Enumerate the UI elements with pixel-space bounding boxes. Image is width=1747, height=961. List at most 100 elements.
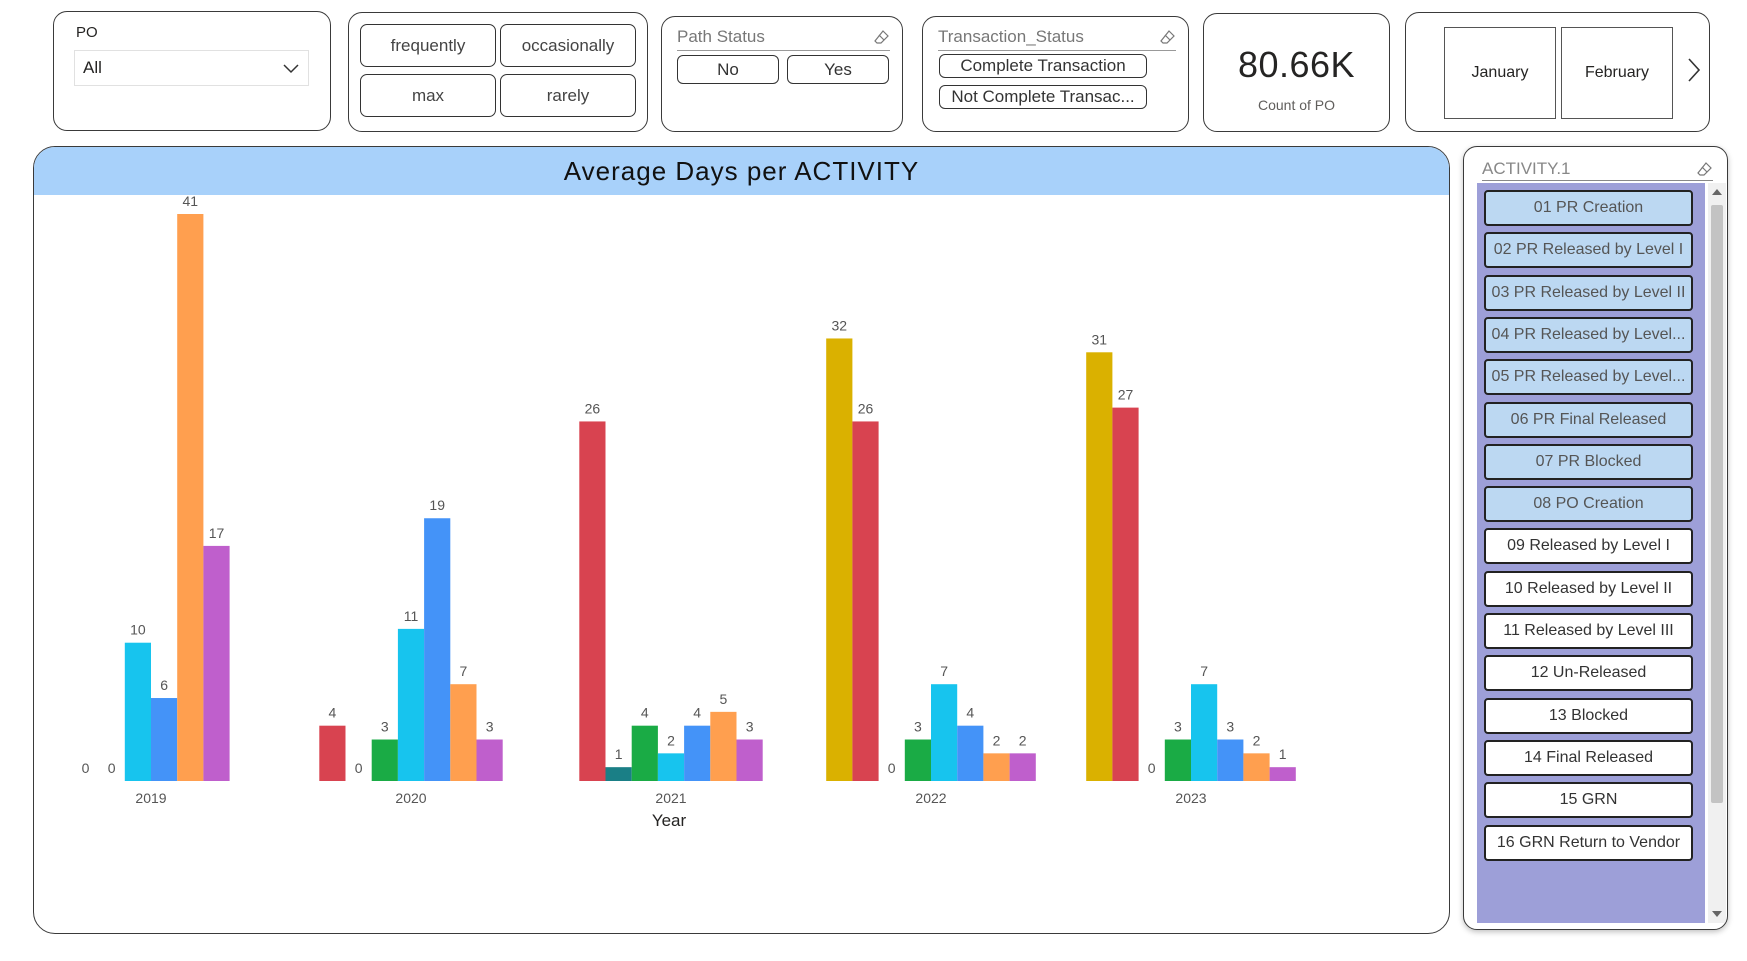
- bar-data-label: 2: [667, 732, 675, 748]
- chart-bar[interactable]: [371, 739, 398, 781]
- activity-item[interactable]: 13 Blocked: [1484, 697, 1693, 734]
- month-button-february[interactable]: February: [1561, 27, 1673, 119]
- bar-data-label: 19: [429, 497, 445, 513]
- chart-bar[interactable]: [957, 725, 984, 781]
- bar-data-label: 41: [183, 193, 199, 209]
- chart-bar[interactable]: [1112, 407, 1139, 781]
- scroll-down-icon[interactable]: [1711, 909, 1723, 919]
- complete-transaction-button[interactable]: Complete Transaction: [939, 54, 1147, 78]
- scroll-up-icon[interactable]: [1711, 187, 1723, 197]
- chart-bar[interactable]: [1269, 767, 1296, 781]
- scrollbar-thumb[interactable]: [1711, 205, 1723, 803]
- chevron-right-icon[interactable]: [1685, 57, 1703, 83]
- x-tick-label: 2021: [655, 790, 686, 806]
- activity-item[interactable]: 01 PR Creation: [1484, 190, 1693, 226]
- eraser-icon[interactable]: [1160, 29, 1176, 45]
- bar-data-label: 32: [832, 317, 848, 333]
- activity-item[interactable]: 07 PR Blocked: [1484, 443, 1693, 480]
- bar-data-label: 7: [460, 663, 468, 679]
- bar-data-label: 1: [615, 746, 623, 762]
- not-complete-transaction-button[interactable]: Not Complete Transac...: [939, 85, 1147, 109]
- path-status-yes-button[interactable]: Yes: [787, 55, 889, 84]
- activity-item[interactable]: 08 PO Creation: [1484, 486, 1693, 523]
- bar-data-label: 0: [108, 760, 116, 776]
- bar-data-label: 5: [720, 691, 728, 707]
- chart-bar[interactable]: [151, 698, 178, 781]
- x-tick-label: 2020: [395, 790, 426, 806]
- activity-item[interactable]: 05 PR Released by Level...: [1484, 359, 1693, 396]
- bar-chart: 0 010641172019403111973202026142453202132…: [72, 193, 1296, 830]
- bar-data-label: 0: [1148, 760, 1156, 776]
- activity-item[interactable]: 10 Released by Level II: [1484, 570, 1693, 607]
- bar-data-label: 2: [1253, 732, 1261, 748]
- po-filter-card: PO All: [53, 11, 331, 131]
- frequency-button-rarely[interactable]: rarely: [500, 74, 636, 117]
- po-filter-label: PO: [76, 24, 98, 41]
- bar-data-label: 3: [381, 719, 389, 735]
- chart-bar[interactable]: [931, 684, 958, 781]
- chart-bar[interactable]: [904, 739, 931, 781]
- chart-title: Average Days per ACTIVITY: [34, 147, 1449, 195]
- chart-bar[interactable]: [476, 739, 503, 781]
- activity-item[interactable]: 11 Released by Level III: [1484, 613, 1693, 649]
- frequency-button-max[interactable]: max: [360, 74, 496, 117]
- chart-bar[interactable]: [983, 753, 1010, 781]
- chart-bar[interactable]: [710, 711, 737, 781]
- activity-item[interactable]: 06 PR Final Released: [1484, 401, 1693, 438]
- chart-bar[interactable]: [319, 725, 346, 781]
- path-status-no-button[interactable]: No: [677, 55, 779, 84]
- bar-data-label: 7: [1200, 663, 1208, 679]
- frequency-button-frequently[interactable]: frequently: [360, 24, 496, 67]
- bar-data-label: 7: [940, 663, 948, 679]
- bar-data-label: 3: [1226, 719, 1234, 735]
- chart-bar[interactable]: [1086, 352, 1113, 781]
- transaction-status-title: Transaction_Status: [938, 27, 1084, 46]
- divider: [677, 50, 890, 51]
- po-dropdown[interactable]: All: [74, 50, 309, 86]
- chart-bar[interactable]: [1009, 753, 1036, 781]
- activity-item[interactable]: 04 PR Released by Level...: [1484, 316, 1693, 353]
- activity-item[interactable]: 02 PR Released by Level I: [1484, 232, 1693, 269]
- chart-bar[interactable]: [579, 421, 606, 781]
- activity-item[interactable]: 09 Released by Level I: [1484, 528, 1693, 565]
- chart-bar[interactable]: [124, 642, 151, 781]
- chart-bar[interactable]: [736, 739, 763, 781]
- activity-item[interactable]: 14 Final Released: [1484, 739, 1693, 776]
- kpi-label: Count of PO: [1257, 97, 1336, 113]
- activity-item[interactable]: 15 GRN: [1484, 782, 1693, 819]
- eraser-icon[interactable]: [874, 29, 890, 45]
- chart-bar[interactable]: [450, 684, 477, 781]
- chart-bar[interactable]: [424, 518, 451, 781]
- bar-data-label: 11: [404, 608, 419, 624]
- chart-bar[interactable]: [1191, 684, 1218, 781]
- chart-bar[interactable]: [1243, 753, 1270, 781]
- eraser-icon[interactable]: [1697, 161, 1713, 177]
- chart-bar[interactable]: [1164, 739, 1191, 781]
- activity-item[interactable]: 03 PR Released by Level II: [1484, 274, 1693, 311]
- bar-data-label: 26: [858, 400, 874, 416]
- chart-bar[interactable]: [826, 338, 853, 781]
- activity-item[interactable]: 16 GRN Return to Vendor: [1484, 824, 1693, 861]
- divider: [938, 50, 1176, 51]
- month-slicer: January February: [1405, 12, 1710, 132]
- bar-data-label: 0: [355, 760, 363, 776]
- frequency-button-occasionally[interactable]: occasionally: [500, 24, 636, 67]
- chart-bar[interactable]: [177, 214, 204, 781]
- bar-data-label: 3: [486, 719, 494, 735]
- month-button-january[interactable]: January: [1444, 27, 1556, 119]
- activity-list: 01 PR Creation 02 PR Released by Level I 0…: [1477, 183, 1705, 923]
- chart-bar[interactable]: [657, 753, 685, 781]
- chart-bar[interactable]: [1217, 739, 1244, 781]
- chart-bar[interactable]: [397, 628, 425, 781]
- bar-data-label: 0: [888, 760, 896, 776]
- chart-bar[interactable]: [203, 545, 230, 781]
- chart-bar[interactable]: [684, 725, 711, 781]
- x-tick-label: 2022: [915, 790, 946, 806]
- chart-bar[interactable]: [631, 725, 658, 781]
- activity-item[interactable]: 12 Un-Released: [1484, 655, 1693, 692]
- bar-data-label: 2: [993, 732, 1001, 748]
- chart-bar[interactable]: [605, 767, 632, 781]
- bar-data-label: 27: [1118, 387, 1134, 403]
- chart-bar[interactable]: [852, 421, 879, 781]
- scrollbar[interactable]: [1708, 183, 1726, 923]
